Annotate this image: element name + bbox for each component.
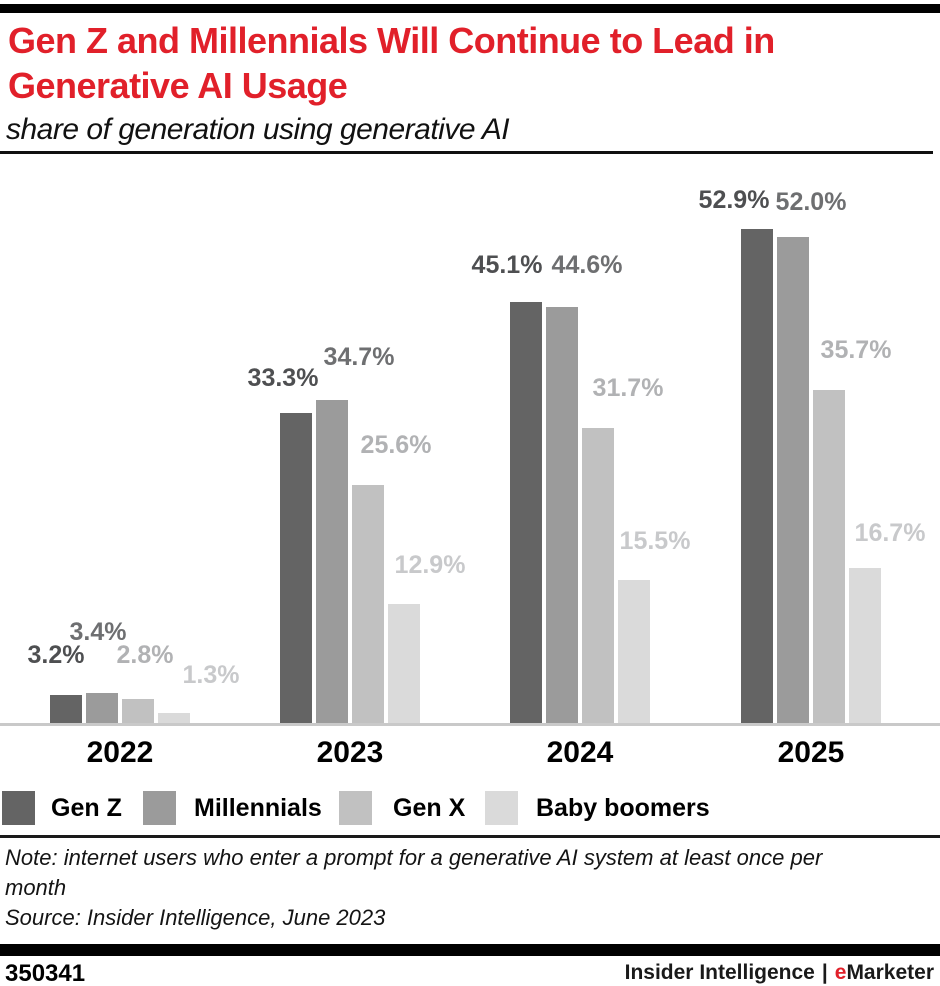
source-text: Source: Insider Intelligence, June 2023 [5,905,386,930]
chart-title-line1: Gen Z and Millennials Will Continue to L… [8,20,775,61]
brand-separator: | [821,961,828,984]
bar-baby-boomers-2022 [158,713,190,725]
value-label-baby-boomers-2022: 1.3% [182,661,240,689]
legend-label-gen-z: Gen Z [51,794,122,822]
bar-gen-z-2025 [741,229,773,725]
chart-id: 350341 [5,960,86,986]
value-label-millennials-2022: 3.4% [69,618,127,646]
bar-millennials-2024 [546,307,578,725]
legend-swatch-gen-x [339,791,372,825]
footer-black-bar [0,944,940,956]
bar-gen-z-2024 [510,302,542,725]
chart-title-line2: Generative AI Usage [8,65,348,106]
value-label-gen-x-2023: 25.6% [360,431,432,459]
chart-subtitle: share of generation using generative AI [6,113,510,146]
brand-lockup: Insider Intelligence | eMarketer [625,961,934,985]
bar-baby-boomers-2023 [388,604,420,725]
notes-divider [0,835,940,838]
note-text-line1: Note: internet users who enter a prompt … [5,845,823,870]
chart-title: Gen Z and Millennials Will Continue to L… [8,18,908,108]
bar-baby-boomers-2025 [849,568,881,725]
x-axis-line [0,723,940,726]
legend-label-baby-boomers: Baby boomers [536,794,710,822]
legend-label-millennials: Millennials [194,794,322,822]
bar-millennials-2025 [777,237,809,725]
bar-baby-boomers-2024 [618,580,650,725]
notes-block: Note: internet users who enter a prompt … [5,843,915,933]
legend-swatch-millennials [143,791,176,825]
value-label-gen-z-2025: 52.9% [698,186,770,214]
bar-gen-x-2025 [813,390,845,725]
value-label-gen-z-2023: 33.3% [247,364,319,392]
x-axis-label-2023: 2023 [316,736,384,769]
x-axis-label-2024: 2024 [546,736,614,769]
value-label-gen-z-2024: 45.1% [471,251,543,279]
bar-gen-z-2022 [50,695,82,725]
bar-millennials-2023 [316,400,348,725]
value-label-gen-z-2022: 3.2% [27,641,85,669]
brand-emarketer-rest: Marketer [846,961,934,984]
top-black-bar [0,4,940,13]
bar-gen-x-2023 [352,485,384,725]
bar-gen-z-2023 [280,413,312,725]
legend-swatch-gen-z [2,791,35,825]
legend-label-gen-x: Gen X [393,794,466,822]
note-text-line2: month [5,875,67,900]
value-label-baby-boomers-2025: 16.7% [854,519,926,547]
bar-gen-x-2022 [122,699,154,725]
bar-millennials-2022 [86,693,118,725]
value-label-gen-x-2024: 31.7% [592,374,664,402]
value-label-gen-x-2025: 35.7% [820,336,892,364]
bar-gen-x-2024 [582,428,614,725]
value-label-millennials-2023: 34.7% [323,343,395,371]
x-axis-label-2025: 2025 [777,736,845,769]
value-label-baby-boomers-2023: 12.9% [394,551,466,579]
value-label-millennials-2024: 44.6% [551,251,623,279]
x-axis-label-2022: 2022 [86,736,154,769]
legend-swatch-baby-boomers [485,791,518,825]
value-label-millennials-2025: 52.0% [775,188,847,216]
value-label-baby-boomers-2024: 15.5% [619,527,691,555]
brand-insider-intelligence: Insider Intelligence [624,961,815,984]
brand-emarketer-e: e [834,961,847,984]
value-label-gen-x-2022: 2.8% [116,641,174,669]
subtitle-underline [0,151,933,154]
